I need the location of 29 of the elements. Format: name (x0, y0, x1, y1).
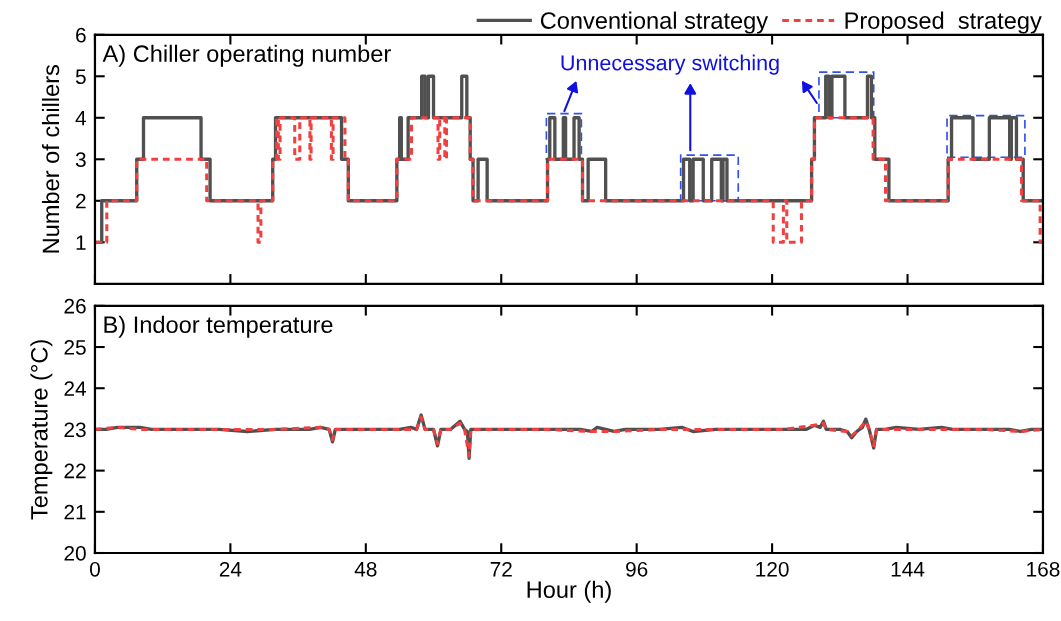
y-tick-label: 2 (76, 193, 86, 209)
legend-label: Conventional strategy (540, 11, 769, 34)
y-tick-label: 3 (75, 152, 86, 168)
x-tick-label: 24 (219, 561, 242, 577)
y-tick-label: 22 (64, 463, 86, 479)
y-tick-label: 6 (76, 27, 86, 43)
y-tick-label: 26 (64, 298, 86, 314)
y-axis-title: Temperature (°C) (30, 340, 53, 520)
legend-label: Proposed strategy (845, 11, 1042, 34)
x-tick-label: 48 (354, 561, 377, 577)
chart-title: B) Indoor temperature (104, 315, 333, 338)
y-tick-label: 21 (64, 504, 86, 520)
y-tick-label: 20 (64, 546, 86, 561)
x-tick-label: 168 (1027, 561, 1060, 577)
y-tick-label: 1 (76, 235, 86, 250)
x-tick-label: 0 (89, 561, 100, 577)
x-tick-label: 120 (756, 561, 789, 577)
y-tick-label: 23 (64, 422, 86, 438)
annotation: Unnecessary switching (561, 54, 779, 75)
y-axis-title: Number of chillers (41, 65, 60, 253)
y-tick-label: 25 (64, 340, 86, 355)
x-axis-title: Hour (h) (527, 580, 611, 603)
x-tick-label: 144 (891, 562, 925, 577)
y-tick-label: 4 (75, 111, 87, 126)
x-tick-label: 72 (490, 561, 512, 577)
x-tick-label: 96 (626, 561, 648, 577)
y-tick-label: 5 (75, 69, 86, 85)
chart-title: A) Chiller operating number (102, 44, 391, 67)
y-tick-label: 24 (64, 381, 87, 396)
